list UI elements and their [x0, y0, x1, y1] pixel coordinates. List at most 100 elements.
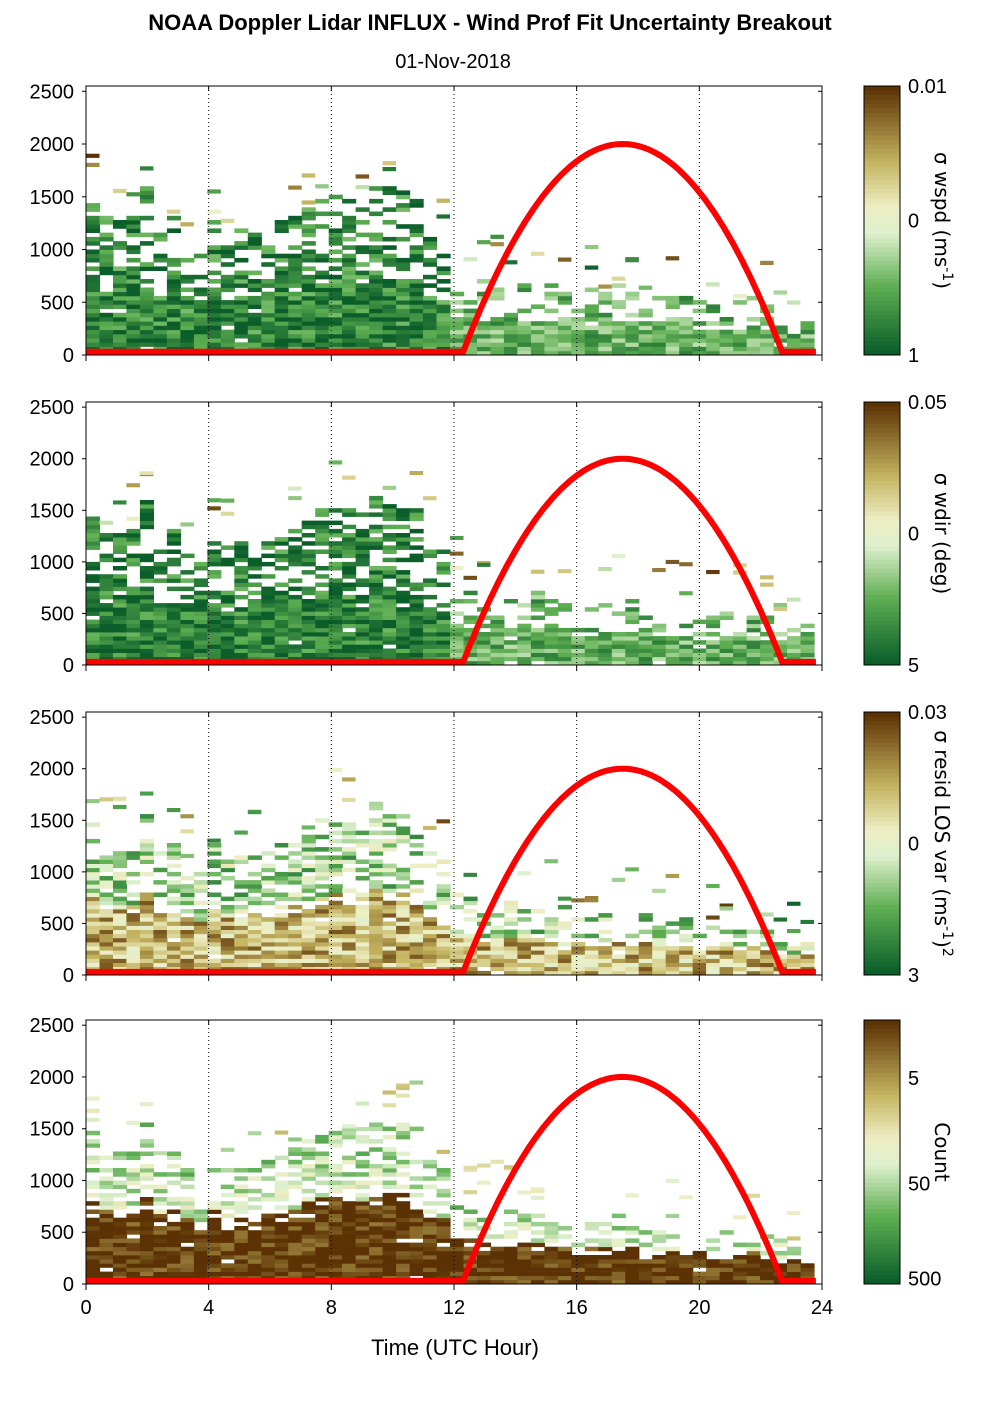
heatmap-cell: [584, 636, 599, 641]
colorbar-segment: [864, 970, 900, 976]
heatmap-cell: [611, 304, 626, 309]
heatmap-cell: [423, 623, 438, 629]
heatmap-cell: [99, 797, 113, 802]
heatmap-cell: [99, 300, 114, 305]
heatmap-cell: [113, 574, 128, 579]
heatmap-cell: [220, 863, 235, 869]
heatmap-cell: [490, 623, 505, 629]
heatmap-cell: [423, 1230, 438, 1235]
heatmap-cell: [328, 317, 343, 322]
heatmap-cell: [261, 253, 276, 259]
heatmap-cell: [86, 611, 101, 616]
heatmap-cell: [193, 946, 208, 951]
heatmap-cell: [139, 644, 154, 649]
heatmap-cell: [220, 557, 235, 563]
heatmap-cell: [423, 1271, 438, 1277]
heatmap-cell: [369, 1267, 384, 1272]
heatmap-cell: [113, 549, 128, 554]
heatmap-cell: [611, 300, 626, 305]
heatmap-cell: [625, 333, 640, 339]
heatmap-cell: [166, 312, 181, 318]
heatmap-cell: [490, 329, 505, 335]
heatmap-cell: [787, 300, 801, 305]
heatmap-cell: [733, 1255, 748, 1260]
heatmap-cell: [382, 1168, 397, 1173]
heatmap-cell: [86, 541, 101, 546]
heatmap-cell: [530, 590, 545, 596]
heatmap-cell: [787, 1246, 802, 1252]
colorbar-segment: [864, 1112, 900, 1118]
heatmap-cell: [301, 253, 316, 259]
heatmap-cell: [517, 966, 532, 972]
heatmap-cell: [86, 338, 101, 343]
heatmap-cell: [220, 1205, 235, 1210]
heatmap-cell: [166, 283, 181, 288]
heatmap-cell: [99, 329, 114, 335]
heatmap-cell: [234, 925, 249, 930]
colorbar-segment: [864, 546, 900, 552]
heatmap-cell: [517, 338, 532, 343]
heatmap-cell: [787, 627, 802, 633]
heatmap-cell: [301, 1155, 316, 1161]
heatmap-cell: [166, 578, 181, 583]
heatmap-cell: [706, 660, 721, 666]
heatmap-cell: [207, 498, 221, 503]
heatmap-cell: [166, 1263, 181, 1268]
heatmap-cell: [315, 884, 330, 889]
heatmap-cell: [355, 1255, 370, 1260]
heatmap-cell: [517, 1221, 532, 1227]
heatmap-cell: [638, 946, 653, 951]
heatmap-cell: [207, 851, 222, 856]
heatmap-cell: [86, 249, 101, 255]
heatmap-cell: [557, 958, 572, 963]
heatmap-cell: [436, 942, 451, 947]
heatmap-cell: [409, 545, 424, 550]
colorbar-segment: [864, 555, 900, 561]
heatmap-cell: [733, 656, 748, 662]
heatmap-cell: [207, 325, 222, 331]
heatmap-cell: [342, 561, 357, 567]
heatmap-cell: [611, 333, 626, 339]
heatmap-cell: [450, 342, 465, 347]
heatmap-cell: [409, 557, 424, 563]
heatmap-cell: [409, 1209, 424, 1214]
colorbar-tick-label: 0.05: [908, 392, 947, 414]
heatmap-cell: [436, 937, 451, 943]
heatmap-cell: [166, 1155, 181, 1161]
colorbar-tick-label: 0: [908, 524, 919, 546]
heatmap-cell: [126, 249, 141, 255]
heatmap-cell: [625, 636, 640, 641]
heatmap-cell: [139, 241, 154, 246]
heatmap-cell: [301, 1201, 316, 1206]
heatmap-cell: [625, 350, 640, 356]
heatmap-cell: [274, 648, 289, 653]
heatmap-cell: [382, 1267, 397, 1272]
heatmap-cell: [166, 329, 181, 335]
heatmap-cell: [220, 909, 235, 914]
heatmap-cell: [274, 933, 289, 939]
heatmap-cell: [503, 640, 518, 645]
heatmap-cell: [423, 549, 438, 554]
heatmap-cell: [598, 648, 613, 653]
heatmap-cell: [409, 1250, 424, 1256]
heatmap-cell: [288, 1151, 303, 1156]
heatmap-cell: [611, 632, 626, 637]
heatmap-cell: [746, 970, 761, 976]
heatmap-cell: [99, 876, 114, 881]
heatmap-cell: [126, 1221, 141, 1227]
heatmap-cell: [86, 287, 101, 293]
heatmap-cell: [800, 321, 815, 326]
colorbar-segment: [864, 926, 900, 932]
heatmap-cell: [584, 898, 599, 903]
heatmap-cell: [301, 838, 316, 844]
heatmap-cell: [557, 966, 572, 972]
heatmap-cell: [328, 283, 343, 288]
heatmap-cell: [301, 825, 316, 830]
heatmap-cell: [166, 627, 181, 633]
heatmap-cell: [342, 291, 357, 297]
heatmap-cell: [234, 1238, 249, 1243]
heatmap-cell: [477, 321, 492, 326]
heatmap-cell: [530, 329, 545, 335]
heatmap-cell: [342, 636, 357, 641]
